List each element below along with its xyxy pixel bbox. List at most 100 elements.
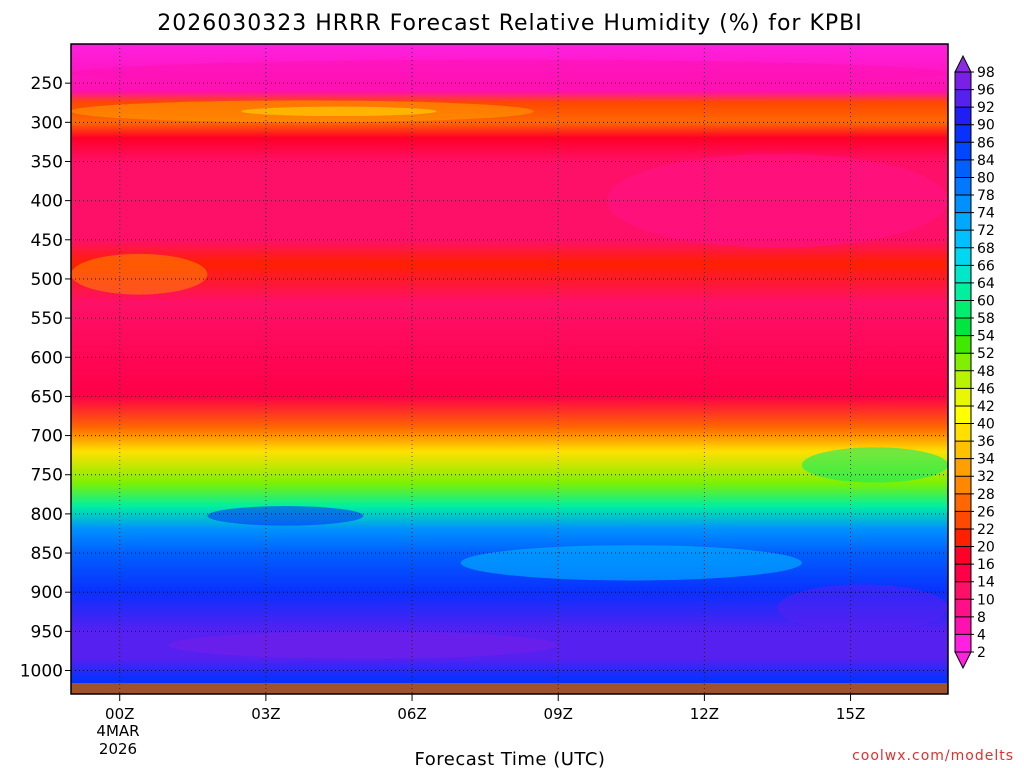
colorbar-swatch <box>955 458 971 477</box>
colorbar-swatch <box>955 318 971 337</box>
y-tick-label: 250 <box>31 74 63 94</box>
colorbar-label: 58 <box>977 311 995 327</box>
mid-moist-region <box>606 153 948 248</box>
colorbar-swatch <box>955 177 971 196</box>
colorbar-swatch <box>955 388 971 407</box>
y-tick-label: 350 <box>31 152 63 172</box>
colorbar-swatch <box>955 476 971 495</box>
rh-field-variations <box>71 59 948 659</box>
y-tick-label: 300 <box>31 113 63 133</box>
y-tick-label: 800 <box>31 505 63 525</box>
colorbar-swatch <box>955 634 971 653</box>
colorbar-swatch <box>955 335 971 354</box>
colorbar-label: 72 <box>977 223 995 239</box>
x-tick-label: 09Z <box>544 705 573 723</box>
colorbar-swatch <box>955 107 971 126</box>
colorbar-label: 90 <box>977 118 995 134</box>
y-tick-label: 750 <box>31 466 63 486</box>
colorbar-label: 46 <box>977 381 995 397</box>
colorbar-label: 8 <box>977 610 986 626</box>
colorbar-swatch <box>955 212 971 231</box>
colorbar-swatch <box>955 370 971 389</box>
colorbar-label: 14 <box>977 575 995 591</box>
colorbar-label: 66 <box>977 258 995 274</box>
colorbar-label: 68 <box>977 241 995 257</box>
x-tick-label: 15Z <box>836 705 865 723</box>
colorbar-swatch <box>955 353 971 372</box>
colorbar-swatch <box>955 405 971 425</box>
mid-dry-pocket <box>71 253 208 295</box>
x-tick-label: 03Z <box>251 705 280 723</box>
colorbar-swatch <box>955 282 971 301</box>
colorbar-label: 34 <box>977 452 995 468</box>
y-tick-label: 700 <box>31 427 63 447</box>
colorbar-label: 36 <box>977 434 995 450</box>
colorbar-label: 64 <box>977 276 995 292</box>
colorbar-swatch <box>955 247 971 266</box>
grid-lines <box>71 44 948 694</box>
date-label-day: 4MAR <box>96 722 139 740</box>
date-label-year: 2026 <box>99 740 137 758</box>
colorbar-label: 84 <box>977 153 995 169</box>
colorbar-label: 40 <box>977 417 995 433</box>
y-tick-label: 650 <box>31 387 63 407</box>
colorbar-label: 52 <box>977 346 995 362</box>
colorbar-swatch <box>955 89 971 108</box>
colorbar-label: 2 <box>977 645 986 661</box>
colorbar-swatch <box>955 528 971 548</box>
colorbar-label: 10 <box>977 592 995 608</box>
y-tick-label: 850 <box>31 544 63 564</box>
colorbar-swatch <box>955 564 971 583</box>
colorbar-swatch <box>955 72 971 91</box>
x-tick-label: 06Z <box>397 705 426 723</box>
colorbar-label: 86 <box>977 135 995 151</box>
colorbar-top-arrow <box>954 54 972 73</box>
colorbar-swatch <box>955 546 971 565</box>
colorbar-swatch <box>955 616 971 635</box>
colorbar-swatch <box>955 159 971 178</box>
colorbar-swatch <box>955 300 971 319</box>
late-mid-moisture <box>801 447 948 483</box>
colorbar-swatch <box>955 124 971 143</box>
colorbar-label: 32 <box>977 469 995 485</box>
upper-dry-core <box>241 106 437 117</box>
colorbar-label: 22 <box>977 522 995 538</box>
y-tick-label: 450 <box>31 231 63 251</box>
y-tick-label: 900 <box>31 583 63 603</box>
colorbar-swatch <box>955 581 971 600</box>
rh-field <box>71 44 948 694</box>
colorbar-swatch <box>955 195 971 214</box>
colorbar-label: 20 <box>977 540 995 556</box>
colorbar-bottom-arrow <box>954 651 972 670</box>
colorbar-swatch <box>955 230 971 249</box>
colorbar-swatch <box>955 599 971 618</box>
colorbar-swatch <box>955 493 971 512</box>
y-tick-label: 400 <box>31 192 63 212</box>
ground-strip <box>71 683 948 694</box>
chart-title: 2026030323 HRRR Forecast Relative Humidi… <box>157 11 862 36</box>
y-tick-label: 950 <box>31 622 63 642</box>
credit-text: coolwx.com/modelts <box>852 748 1014 764</box>
x-tick-label: 00Z <box>105 705 134 723</box>
colorbar-swatch <box>955 265 971 284</box>
colorbar-swatch <box>955 441 971 460</box>
colorbar-label: 48 <box>977 364 995 380</box>
colorbar-label: 60 <box>977 293 995 309</box>
colorbar-label: 16 <box>977 557 995 573</box>
colorbar-label: 78 <box>977 188 995 204</box>
plot-area <box>71 44 948 694</box>
y-tick-label: 500 <box>31 270 63 290</box>
x-tick-label: 12Z <box>690 705 719 723</box>
colorbar-label: 42 <box>977 399 995 415</box>
colorbar-label: 54 <box>977 329 995 345</box>
colorbar-label: 96 <box>977 83 995 99</box>
y-tick-label: 550 <box>31 309 63 329</box>
low-moist-core <box>207 506 364 526</box>
colorbar-label: 74 <box>977 206 995 222</box>
colorbar-swatch <box>955 511 971 530</box>
colorbar: 9896929086848078747268666460585452484642… <box>954 54 995 670</box>
plot-frame <box>70 43 949 695</box>
low-moist-dip <box>460 545 802 581</box>
colorbar-label: 4 <box>977 627 986 643</box>
